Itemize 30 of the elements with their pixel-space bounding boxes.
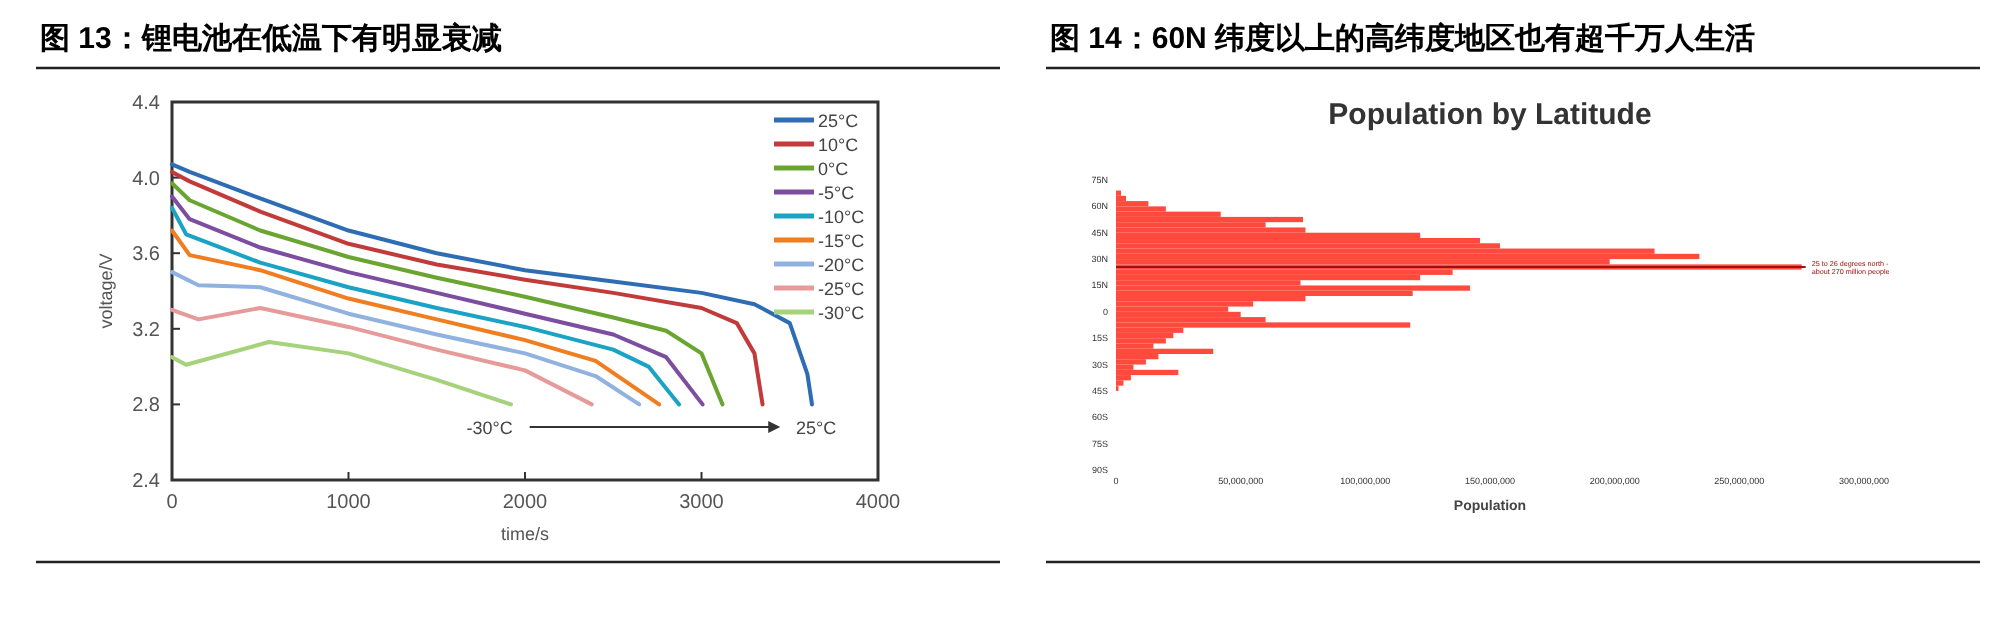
- chart-title: 图 13：锂电池在低温下有明显衰减: [40, 20, 502, 56]
- line-series: [170, 306, 594, 407]
- legend-label: -20°C: [818, 255, 866, 275]
- chart-title: 图 14：60N 纬度以上的高纬度地区也有超千万人生活: [1050, 20, 1756, 56]
- y-tick-label: 3.2: [132, 319, 161, 342]
- legend-label: 0°C: [818, 159, 850, 179]
- legend-label: -30°C: [818, 303, 866, 323]
- legend-label: -5°C: [818, 183, 856, 203]
- legend-label: -10°C: [818, 207, 866, 227]
- x-tick-label: 3000: [679, 492, 725, 514]
- legend-label: 10°C: [818, 135, 860, 155]
- y-tick-label: 4.0: [132, 168, 161, 191]
- y-axis-title: voltage/V: [96, 253, 116, 329]
- y-tick-label: 2.8: [132, 395, 161, 418]
- legend-label: -15°C: [818, 231, 866, 251]
- legend-label: -25°C: [818, 279, 866, 299]
- y-tick-label: 3.6: [132, 244, 161, 267]
- annotation: -30°C: [466, 418, 514, 439]
- chart-subtitle: Population by Latitude: [1328, 98, 1652, 132]
- x-axis-title: time/s: [500, 524, 550, 544]
- line-series: [170, 340, 514, 407]
- x-tick-label: 2000: [502, 492, 549, 514]
- x-tick-label: 4000: [855, 492, 902, 514]
- line-series: [170, 270, 642, 407]
- x-tick-label: 1000: [326, 492, 372, 514]
- annotation: 25°C: [796, 418, 838, 439]
- y-tick-label: 4.4: [132, 93, 161, 115]
- legend-label: 25°C: [818, 111, 860, 131]
- y-tick-label: 2.4: [132, 471, 161, 493]
- x-tick-label: 0: [166, 492, 179, 514]
